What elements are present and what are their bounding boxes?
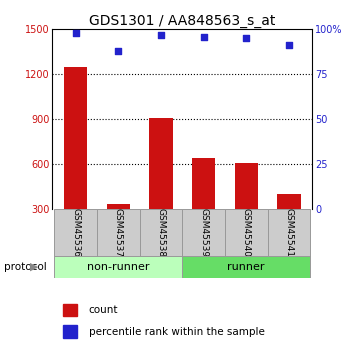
Bar xyxy=(235,163,258,254)
Text: GSM45536: GSM45536 xyxy=(71,208,80,257)
Point xyxy=(286,43,292,48)
Point xyxy=(116,48,121,53)
Text: GSM45537: GSM45537 xyxy=(114,208,123,257)
Bar xyxy=(97,209,140,257)
Text: GSM45539: GSM45539 xyxy=(199,208,208,257)
Bar xyxy=(192,158,215,254)
Text: runner: runner xyxy=(227,262,265,272)
Bar xyxy=(182,256,310,278)
Title: GDS1301 / AA848563_s_at: GDS1301 / AA848563_s_at xyxy=(89,14,275,28)
Text: count: count xyxy=(89,305,118,315)
Bar xyxy=(55,256,182,278)
Point xyxy=(73,30,79,36)
Bar xyxy=(63,325,77,338)
Text: GSM45540: GSM45540 xyxy=(242,208,251,257)
Point xyxy=(243,36,249,41)
Text: protocol: protocol xyxy=(4,262,46,272)
Text: percentile rank within the sample: percentile rank within the sample xyxy=(89,327,265,337)
Bar xyxy=(268,209,310,257)
Bar xyxy=(149,118,173,254)
Bar xyxy=(106,204,130,254)
Bar xyxy=(225,209,268,257)
Text: ▶: ▶ xyxy=(30,262,39,272)
Bar xyxy=(55,209,97,257)
Bar xyxy=(64,67,87,254)
Point xyxy=(158,32,164,38)
Text: GSM45541: GSM45541 xyxy=(284,208,293,257)
Bar xyxy=(140,209,182,257)
Bar xyxy=(182,209,225,257)
Point xyxy=(201,34,206,39)
Bar xyxy=(277,194,301,254)
Text: non-runner: non-runner xyxy=(87,262,150,272)
Bar xyxy=(63,304,77,316)
Text: GSM45538: GSM45538 xyxy=(157,208,165,257)
